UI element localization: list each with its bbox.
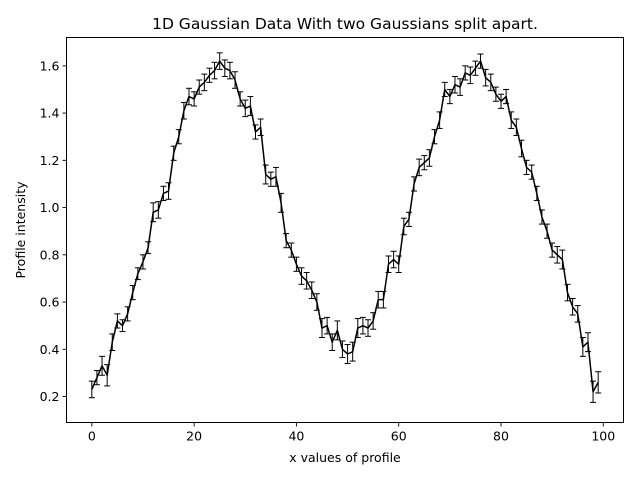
axis-ticks: 0 20 40 60 80 100 0.2 0.4 0.6 0.8 1.0 1.2 1.4 1.6 bbox=[40, 58, 616, 443]
x-tick-label: 80 bbox=[493, 429, 509, 444]
y-tick-label: 0.4 bbox=[40, 342, 60, 357]
error-bar bbox=[595, 371, 602, 394]
y-tick-label: 0.8 bbox=[40, 247, 60, 262]
x-tick-label: 0 bbox=[88, 429, 96, 444]
y-tick-label: 0.2 bbox=[40, 389, 60, 404]
series-layer bbox=[91, 60, 599, 393]
x-tick-label: 20 bbox=[186, 429, 202, 444]
y-tick-label: 1.2 bbox=[40, 153, 60, 168]
error-bar bbox=[88, 380, 95, 399]
series-line bbox=[91, 60, 599, 393]
y-tick-label: 1.4 bbox=[40, 106, 60, 121]
x-axis-label: x values of profile bbox=[289, 450, 401, 465]
plot-frame bbox=[66, 37, 624, 423]
x-tick-label: 60 bbox=[391, 429, 407, 444]
y-tick-label: 1.0 bbox=[40, 200, 60, 215]
y-tick-label: 0.6 bbox=[40, 295, 60, 310]
y-tick-label: 1.6 bbox=[40, 58, 60, 73]
x-tick-label: 100 bbox=[591, 429, 615, 444]
chart-title: 1D Gaussian Data With two Gaussians spli… bbox=[152, 15, 538, 33]
x-tick-label: 40 bbox=[288, 429, 304, 444]
y-axis-label: Profile intensity bbox=[13, 181, 28, 279]
